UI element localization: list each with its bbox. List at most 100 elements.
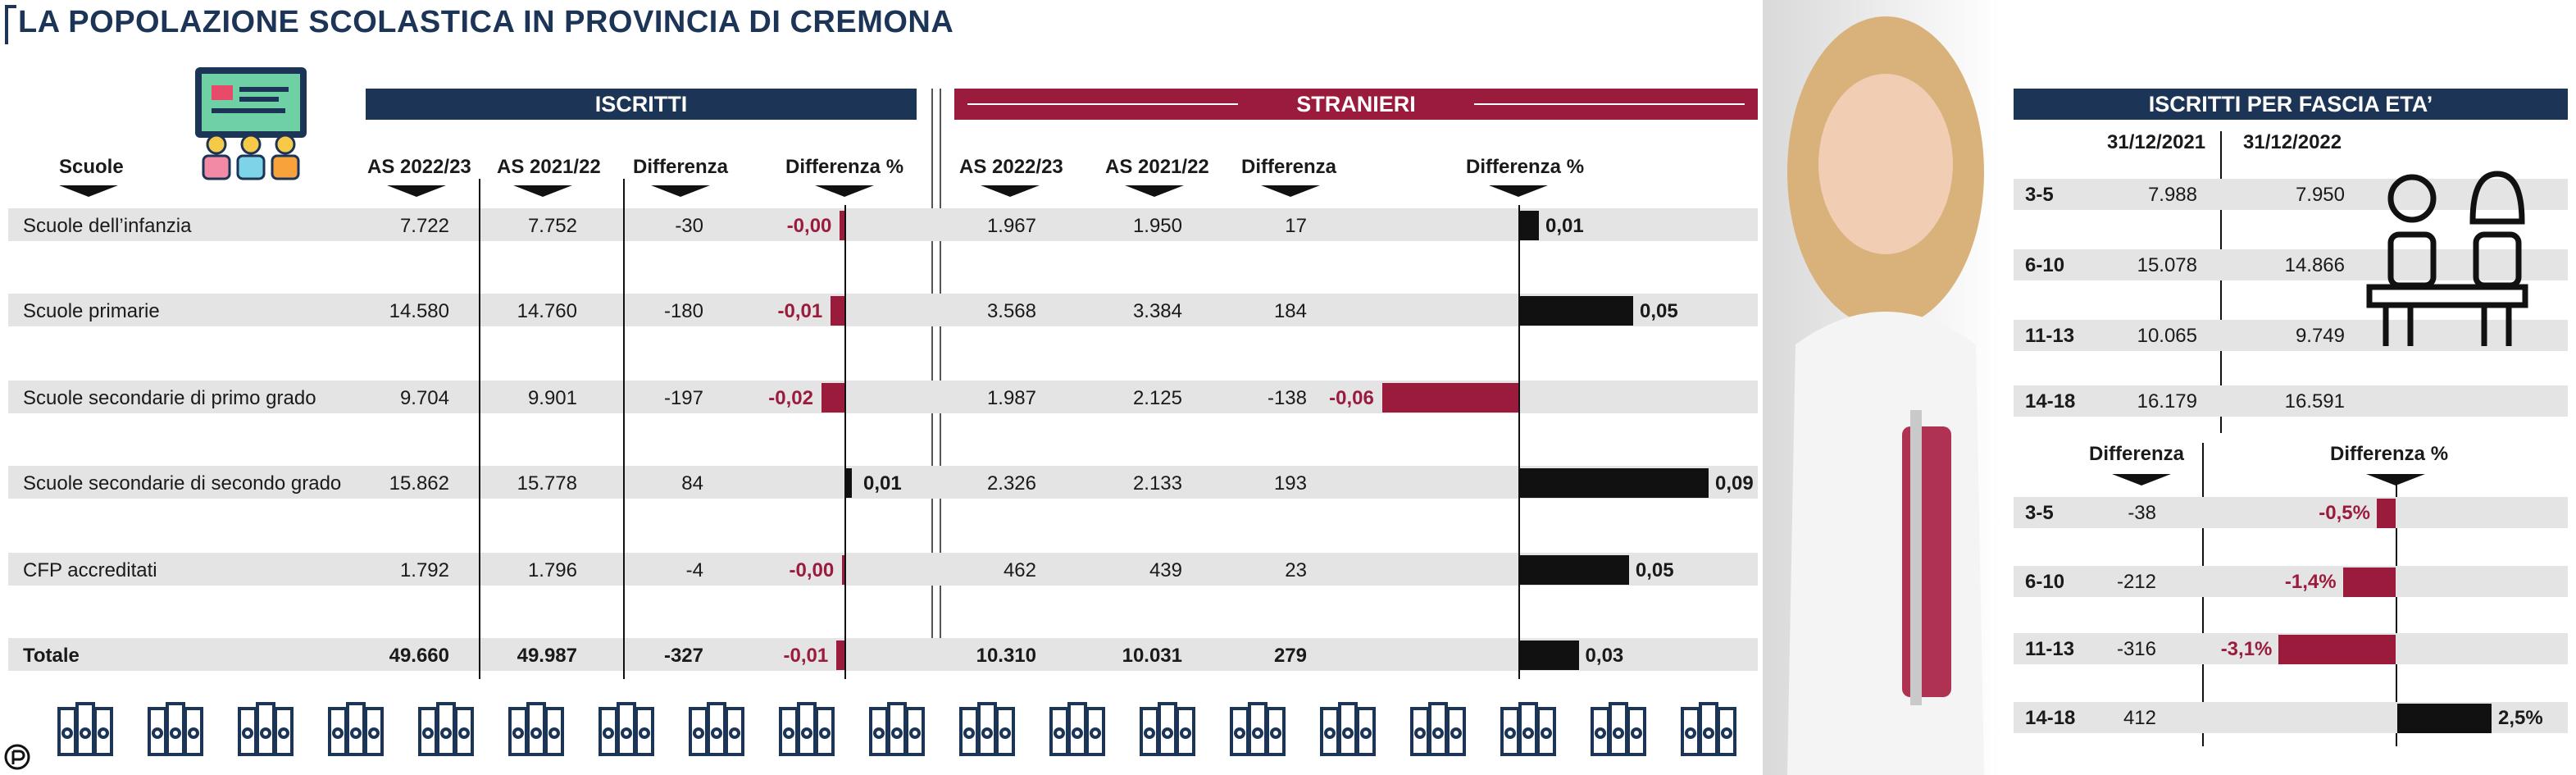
- col-as2122: AS 2021/22: [497, 156, 601, 178]
- stranieri-2122: 1.950: [1132, 215, 1182, 237]
- col-diff: Differenza: [633, 156, 729, 178]
- col-as2223: AS 2022/23: [367, 156, 471, 178]
- students-desk-icon: [2366, 171, 2528, 346]
- sort-arrow: [59, 185, 118, 197]
- iscritti-diff: -197: [663, 387, 703, 409]
- col-scuole: Scuole: [59, 156, 124, 178]
- table-row-band: [8, 638, 1758, 671]
- stranieri-pct-label: 0,05: [1635, 559, 1674, 581]
- divider-right: [940, 89, 941, 654]
- books-icon: [328, 702, 384, 756]
- stranieri-pct-bar: [1520, 296, 1633, 326]
- iscritti-diff: -30: [675, 215, 703, 237]
- stranieri-diff: 17: [1285, 215, 1307, 237]
- age-pct-bar: [2278, 635, 2396, 664]
- iscritti-2122: 49.987: [517, 645, 577, 667]
- stranieri-2122: 3.384: [1132, 300, 1182, 322]
- page-title: LA POPOLAZIONE SCOLASTICA IN PROVINCIA D…: [18, 5, 954, 39]
- age-2022: 7.950: [2295, 184, 2345, 206]
- stranieri-2223: 1.987: [986, 387, 1036, 409]
- age-2021: 10.065: [2137, 325, 2197, 347]
- age-label: 14-18: [2025, 707, 2076, 729]
- sort-arrow: [387, 185, 446, 197]
- age-label: 14-18: [2025, 390, 2076, 413]
- iscritti-pct-label: -0,02: [768, 387, 813, 409]
- stranieri-2122: 10.031: [1122, 645, 1182, 667]
- iscritti-diff: -180: [663, 300, 703, 322]
- stranieri-pct-label: 0,09: [1715, 472, 1754, 495]
- iscritti-pct-label: -0,01: [783, 645, 829, 667]
- iscritti-2223: 49.660: [389, 645, 449, 667]
- stranieri-diff: 279: [1273, 645, 1307, 667]
- stranieri-2223: 10.310: [976, 645, 1036, 667]
- books-icon: [508, 702, 564, 756]
- publisher-logo: [4, 744, 30, 770]
- row-label: Totale: [23, 645, 80, 667]
- stranieri-pct-label: 0,05: [1640, 300, 1678, 322]
- stranieri-axis: [1518, 205, 1520, 679]
- iscritti-diff: 84: [681, 472, 703, 495]
- books-icon: [1049, 702, 1105, 756]
- sort-arrow: [1489, 185, 1548, 197]
- table-row-band: [8, 208, 1758, 241]
- age-pct-label: 2,5%: [2498, 707, 2543, 729]
- sort-arrow: [651, 185, 710, 197]
- col-d2021: 31/12/2021: [2107, 131, 2206, 153]
- stranieri-pct-bar: [1520, 468, 1709, 498]
- iscritti-pct-bar: [842, 555, 844, 585]
- stranieri-pct-bar: [1520, 211, 1539, 240]
- iscritti-diff: -4: [685, 559, 703, 581]
- iscritti-pct-label: -0,01: [777, 300, 823, 322]
- divider-left: [931, 89, 933, 654]
- age-2021: 7.988: [2147, 184, 2197, 206]
- age-label: 6-10: [2025, 571, 2065, 593]
- stranieri-2122: 439: [1149, 559, 1182, 581]
- iscritti-pct-label: -0,00: [786, 215, 832, 237]
- stranieri-2223: 462: [1003, 559, 1036, 581]
- iscritti-pct-bar: [846, 468, 852, 498]
- iscritti-pct-label: 0,01: [863, 472, 902, 495]
- iscritti-pct-bar: [840, 211, 844, 240]
- age-diff: -212: [2116, 571, 2156, 593]
- stranieri-pct-bar: [1520, 641, 1579, 670]
- iscritti-2122: 15.778: [517, 472, 577, 495]
- iscritti-2122: 9.901: [527, 387, 577, 409]
- age-label: 6-10: [2025, 254, 2065, 276]
- student-photo: [1763, 0, 2000, 775]
- sort-arrow: [1261, 185, 1320, 197]
- sort-arrow: [2366, 474, 2425, 486]
- col-str-diffpct: Differenza %: [1466, 156, 1585, 178]
- col-str-as2122: AS 2021/22: [1105, 156, 1209, 178]
- col-separator: [623, 179, 625, 679]
- age-label: 11-13: [2025, 638, 2075, 660]
- classroom-icon: [195, 67, 307, 180]
- age-pct-label: -1,4%: [2284, 571, 2337, 593]
- books-icon: [148, 702, 203, 756]
- iscritti-pct-bar: [836, 641, 844, 670]
- stranieri-pct-label: -0,06: [1329, 387, 1374, 409]
- col-str-as2223: AS 2022/23: [959, 156, 1063, 178]
- stranieri-diff: 193: [1273, 472, 1307, 495]
- age-label: 3-5: [2025, 184, 2054, 206]
- books-icon: [1140, 702, 1195, 756]
- title-bracket: [5, 5, 16, 44]
- iscritti-header: ISCRITTI: [366, 89, 917, 120]
- books-icon: [238, 702, 294, 756]
- row-label: CFP accreditati: [23, 559, 157, 581]
- age-pct-bar: [2342, 568, 2396, 597]
- books-icon: [779, 702, 835, 756]
- stranieri-diff: 23: [1285, 559, 1307, 581]
- books-icon: [1230, 702, 1286, 756]
- iscritti-axis: [844, 205, 846, 679]
- age-2021: 16.179: [2137, 390, 2197, 413]
- iscritti-2223: 9.704: [399, 387, 449, 409]
- stranieri-2122: 2.133: [1132, 472, 1182, 495]
- age-label: 11-13: [2025, 325, 2075, 347]
- stranieri-pct-bar: [1381, 383, 1518, 413]
- stranieri-2223: 1.967: [986, 215, 1036, 237]
- age-diff: 412: [2123, 707, 2156, 729]
- stranieri-2122: 2.125: [1132, 387, 1182, 409]
- col-age-diff: Differenza: [2089, 443, 2185, 465]
- books-icon: [418, 702, 474, 756]
- iscritti-pct-bar: [821, 383, 844, 413]
